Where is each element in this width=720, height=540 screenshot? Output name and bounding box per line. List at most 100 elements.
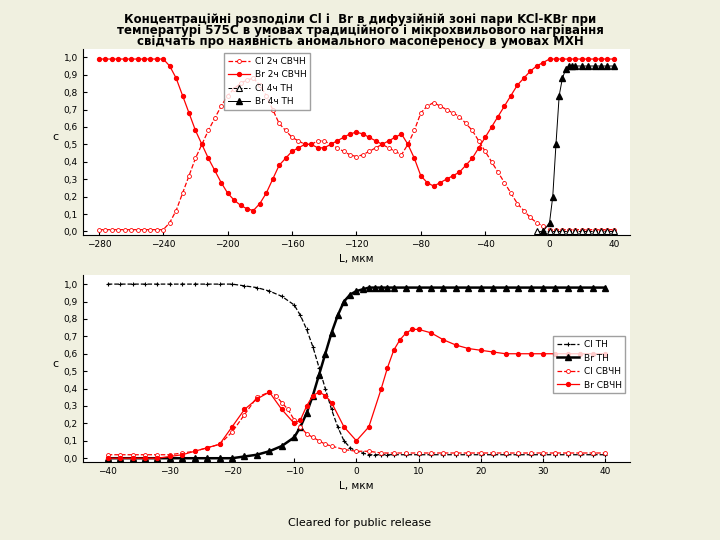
Cl СВЧН	[352, 448, 361, 455]
Br ТН	[340, 298, 348, 305]
Text: температурі 575С в умовах традиційного і мікрохвильового нагрівання: температурі 575С в умовах традиційного і…	[117, 24, 603, 37]
Cl СВЧН	[116, 451, 125, 458]
Br СВЧН	[178, 451, 186, 458]
Cl СВЧН	[315, 437, 323, 444]
Line: Cl СВЧН: Cl СВЧН	[106, 390, 607, 457]
Cl ТН	[178, 281, 186, 287]
Cl СВЧН	[526, 450, 535, 456]
Cl СВЧН	[364, 448, 373, 455]
Br ТН	[153, 455, 162, 462]
Br ТН	[166, 455, 174, 462]
Cl ТН	[539, 451, 547, 458]
Br ТН	[414, 285, 423, 291]
Cl 2ч СВЧН	[481, 148, 490, 154]
Br ТН	[526, 285, 535, 291]
Cl ТН	[377, 451, 386, 458]
Cl ТН	[265, 288, 274, 294]
Cl СВЧН	[321, 441, 330, 448]
Br СВЧН	[340, 424, 348, 430]
Br ТН	[302, 410, 311, 416]
Br 4ч ТН	[564, 63, 573, 69]
Cl 2ч СВЧН	[564, 226, 573, 233]
Br СВЧН	[265, 389, 274, 395]
Br 4ч ТН	[597, 63, 606, 69]
Br 2ч СВЧН	[610, 56, 618, 62]
Br СВЧН	[228, 424, 236, 430]
Cl СВЧН	[402, 450, 410, 456]
Br ТН	[116, 455, 125, 462]
Cl 2ч СВЧН	[94, 226, 103, 233]
Br 4ч ТН	[590, 63, 599, 69]
Cl 4ч ТН	[532, 228, 541, 235]
Br СВЧН	[302, 403, 311, 409]
Cl СВЧН	[178, 450, 186, 456]
Br СВЧН	[390, 347, 398, 354]
Line: Br ТН: Br ТН	[105, 285, 608, 461]
Br СВЧН	[600, 350, 609, 357]
Br ТН	[240, 453, 249, 460]
Cl СВЧН	[253, 394, 261, 401]
Cl ТН	[489, 451, 498, 458]
Cl ТН	[439, 451, 448, 458]
Cl СВЧН	[551, 450, 559, 456]
Cl ТН	[302, 326, 311, 333]
Cl СВЧН	[501, 450, 510, 456]
Line: Cl 4ч ТН: Cl 4ч ТН	[534, 228, 617, 234]
Br ТН	[228, 455, 236, 462]
Br СВЧН	[296, 417, 305, 423]
Br СВЧН	[290, 420, 299, 427]
Cl ТН	[371, 451, 379, 458]
Cl СВЧН	[309, 434, 318, 441]
Br СВЧН	[203, 444, 212, 451]
Cl СВЧН	[215, 441, 224, 448]
Cl ТН	[315, 364, 323, 371]
Br СВЧН	[309, 392, 318, 399]
Br ТН	[427, 285, 436, 291]
Br ТН	[564, 285, 572, 291]
Br СВЧН	[128, 455, 137, 462]
Cl СВЧН	[128, 451, 137, 458]
Br СВЧН	[439, 336, 448, 343]
Cl ТН	[346, 444, 354, 451]
Br СВЧН	[116, 455, 125, 462]
Br ТН	[215, 455, 224, 462]
Br ТН	[464, 285, 472, 291]
Br СВЧН	[477, 347, 485, 354]
Br ТН	[315, 372, 323, 378]
Cl ТН	[451, 451, 460, 458]
Br ТН	[327, 329, 336, 336]
Cl ТН	[166, 281, 174, 287]
Cl ТН	[327, 406, 336, 413]
Cl ТН	[140, 281, 149, 287]
X-axis label: L, мкм: L, мкм	[339, 481, 374, 491]
Cl 4ч ТН	[590, 228, 599, 235]
Br СВЧН	[153, 455, 162, 462]
Cl СВЧН	[290, 417, 299, 423]
Br 2ч СВЧН	[423, 179, 431, 186]
Cl СВЧН	[284, 406, 292, 413]
Br СВЧН	[377, 386, 386, 392]
Cl ТН	[576, 451, 585, 458]
Cl СВЧН	[277, 399, 286, 406]
Br 2ч СВЧН	[545, 56, 554, 62]
X-axis label: L, мкм: L, мкм	[339, 254, 374, 264]
Cl 2ч СВЧН	[610, 226, 618, 233]
Br СВЧН	[501, 350, 510, 357]
Br ТН	[104, 455, 112, 462]
Cl ТН	[414, 451, 423, 458]
Br 4ч ТН	[555, 92, 564, 99]
Br СВЧН	[190, 448, 199, 455]
Cl ТН	[477, 451, 485, 458]
Br СВЧН	[352, 437, 361, 444]
Br ТН	[539, 285, 547, 291]
Cl ТН	[153, 281, 162, 287]
Cl СВЧН	[240, 411, 249, 418]
Cl ТН	[296, 312, 305, 319]
Cl ТН	[203, 281, 212, 287]
Cl ТН	[501, 451, 510, 458]
Br ТН	[290, 434, 299, 441]
Br ТН	[514, 285, 523, 291]
Cl 4ч ТН	[603, 228, 612, 235]
Y-axis label: c: c	[53, 359, 58, 368]
Cl ТН	[333, 424, 342, 430]
